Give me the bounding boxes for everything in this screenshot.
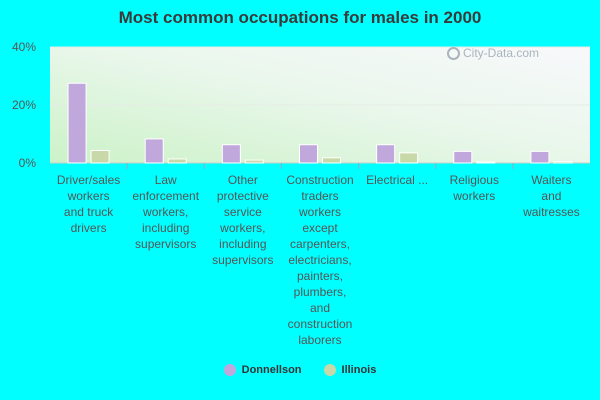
bar-illinois-5 [476,161,496,164]
category-label-line: workers, [219,221,265,235]
category-label: Driver/sales workers and truck drivers [57,173,120,235]
gridlines [50,46,590,169]
category-label-line: painters, [297,269,343,283]
y-tick-label: 20% [12,98,36,112]
bar-illinois-4 [399,152,419,164]
bar-donnellson-2 [221,144,241,164]
bar-illinois-1 [167,158,187,164]
category-label-line: laborers [298,333,341,347]
category-label: Electrical ... [366,173,428,187]
watermark-text: City-Data.com [463,46,540,60]
category-labels: Driver/sales workers and truck drivers Law en… [57,173,580,347]
category-label-line: workers [452,189,495,203]
legend-swatch-donnellson [223,364,236,376]
legend-label-illinois: Illinois [341,364,377,376]
category-label-line: workers, [142,205,188,219]
bar-donnellson-1 [144,138,164,164]
y-tick-label: 0% [19,156,37,170]
category-label-line: including [219,237,266,251]
watermark: City-Data.com [447,46,539,60]
category-label-line: traders [301,189,338,203]
category-label-line: drivers [71,221,107,235]
category-label-line: construction [288,317,353,331]
category-label: Waiters and waitresses [522,173,580,219]
category-label-line: plumbers, [294,285,347,299]
bar-illinois-3 [322,157,341,164]
bars [67,82,573,164]
category-label-line: Construction [286,173,353,187]
category-label: Religious workers [450,173,499,203]
bar-donnellson-3 [299,144,318,164]
category-label-line: and [310,301,330,315]
legend: Donnellson Illinois [0,364,600,376]
category-label-line: Electrical ... [366,173,428,187]
category-label-line: Other [228,173,258,187]
category-label-line: except [302,221,338,235]
bar-illinois-2 [244,159,264,164]
category-label-line: workers [67,189,110,203]
magnifier-icon [447,46,460,60]
category-label-line: Waiters [531,173,571,187]
category-label-line: enforcement [132,189,199,203]
y-axis-ticks: 0% 20% 40% [12,40,36,170]
legend-label-donnellson: Donnellson [241,364,302,376]
bar-illinois-6 [553,161,573,164]
category-label-line: protective [217,189,269,203]
bar-donnellson-5 [453,150,473,164]
category-label-line: carpenters, [290,237,350,251]
category-label-line: supervisors [212,253,273,267]
bar-donnellson-6 [530,150,550,164]
category-label-line: workers [298,205,341,219]
category-label-line: Driver/sales [57,173,120,187]
category-label-line: including [142,221,189,235]
bar-illinois-0 [90,150,110,164]
chart-title: Most common occupations for males in 200… [118,8,482,27]
bar-donnellson-4 [376,144,396,164]
legend-swatch-illinois [323,364,336,376]
bar-donnellson-0 [67,82,87,164]
category-label: Other protective service workers, including s… [212,173,273,267]
legend-item-illinois: Illinois [323,364,377,376]
category-label-line: Religious [450,173,499,187]
y-tick-label: 40% [12,40,36,54]
category-label-line: waitresses [522,205,580,219]
legend-item-donnellson: Donnellson [223,364,302,376]
category-label-line: supervisors [135,237,196,251]
category-label-line: and [541,189,561,203]
category-label: Construction traders workers except carpente… [286,173,353,347]
category-label-line: electricians, [288,253,351,267]
category-label-line: service [224,205,262,219]
category-label: Law enforcement workers, including superviso… [132,173,199,251]
category-label-line: Law [155,173,177,187]
category-label-line: and truck [64,205,114,219]
